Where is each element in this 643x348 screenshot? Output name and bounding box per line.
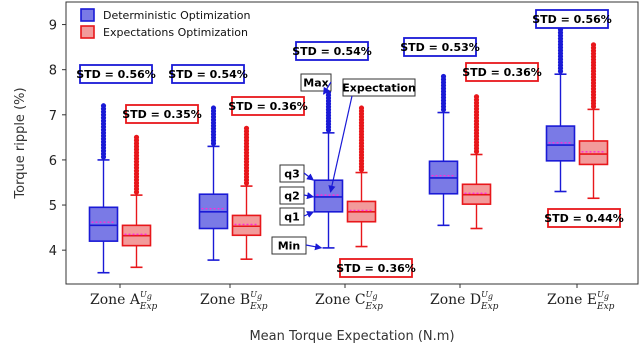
outlier-point (243, 125, 250, 131)
iqr-box (88, 206, 119, 242)
std-label-text: STD = 0.56% (76, 68, 156, 81)
box-expectations-3 (346, 105, 377, 248)
annotation-q2-text: q2 (284, 190, 300, 203)
box-deterministic-2 (198, 105, 229, 261)
box-annotations: Max Expectation q3 q2 q1 Min (271, 73, 416, 255)
box-deterministic-3 (313, 89, 344, 249)
annotation-expectation-box (342, 78, 416, 97)
annotation-min: Min (271, 236, 307, 255)
std-label-deterministic-3: STD = 0.54% (292, 41, 372, 61)
outlier-point (440, 73, 447, 80)
annotation-q2: q2 (279, 186, 305, 205)
outlier-point (100, 103, 107, 109)
legend-swatch (80, 8, 95, 22)
std-label-box (547, 208, 621, 228)
outlier-point (358, 105, 365, 111)
std-label-expectations-1: STD = 0.35% (122, 104, 202, 124)
annotation-expectation-text: Expectation (342, 82, 416, 95)
std-label-text: STD = 0.53% (400, 41, 480, 54)
annotation-max: Max (300, 73, 332, 92)
std-label-expectations-2: STD = 0.36% (228, 96, 308, 116)
annotation-q3-text: q3 (284, 168, 300, 181)
box-deterministic-1 (88, 103, 119, 274)
outlier-point (473, 94, 480, 100)
legend: Deterministic Optimization Expectations O… (80, 8, 250, 39)
outlier-point (133, 134, 140, 140)
std-label-box (295, 41, 369, 61)
annotation-expectation: Expectation (342, 78, 416, 97)
annotation-max-arrow (322, 81, 332, 95)
legend-label: Expectations Optimization (103, 26, 248, 39)
std-label-text: STD = 0.44% (544, 212, 624, 225)
annotation-q1-box (279, 207, 305, 226)
y-tick-label: 4 (49, 244, 57, 259)
box-expectations-4 (461, 94, 492, 230)
x-axis: Zone AUg Exp Zone BUg Exp Zone CUg Exp Zone DU… (90, 284, 615, 312)
y-axis: 4 5 6 7 8 9 (49, 19, 66, 259)
annotation-min-arrow (305, 243, 323, 251)
outlier-point (210, 105, 217, 111)
std-label-expectations-4: STD = 0.36% (462, 62, 542, 82)
y-tick-label: 6 (49, 154, 57, 169)
std-label-expectations-5: STD = 0.44% (544, 208, 624, 228)
std-labels: STD = 0.56% STD = 0.54% STD = 0.54% STD = 0… (76, 9, 624, 278)
std-label-expectations-3: STD = 0.36% (336, 258, 416, 278)
x-tick-label: Zone EUg Exp (547, 290, 615, 312)
std-label-deterministic-2: STD = 0.54% (168, 64, 248, 84)
x-tick-label: Zone AUg Exp (90, 290, 158, 312)
std-label-text: STD = 0.56% (532, 13, 612, 26)
x-tick-label: Zone DUg Exp (430, 290, 499, 312)
annotation-q1-text: q1 (284, 211, 300, 224)
y-axis-title: Torque ripple (%) (13, 87, 28, 199)
legend-item-deterministic: Deterministic Optimization (80, 8, 250, 22)
iqr-box (231, 214, 262, 237)
annotation-q3: q3 (279, 164, 305, 183)
legend-item-expectations: Expectations Optimization (80, 25, 248, 39)
std-label-text: STD = 0.35% (122, 108, 202, 121)
box-deterministic-4 (428, 73, 459, 227)
std-label-box (339, 258, 413, 278)
box-expectations-5 (578, 42, 609, 200)
std-label-box (171, 64, 245, 84)
annotation-q1-arrow (303, 211, 315, 218)
std-label-text: STD = 0.36% (336, 262, 416, 275)
std-label-deterministic-1: STD = 0.56% (76, 64, 156, 84)
std-label-text: STD = 0.36% (462, 66, 542, 79)
box-expectations-2 (231, 125, 262, 260)
annotation-expectation-arrow (328, 95, 353, 193)
std-label-box (465, 62, 539, 82)
std-label-text: STD = 0.54% (168, 68, 248, 81)
std-label-box (79, 64, 153, 84)
std-label-text: STD = 0.54% (292, 45, 372, 58)
annotation-max-text: Max (303, 77, 328, 90)
x-tick-label: Zone CUg Exp (315, 290, 383, 312)
box-expectations-1 (121, 134, 152, 269)
outlier-point (590, 42, 597, 48)
std-label-deterministic-5: STD = 0.56% (532, 9, 612, 29)
annotation-min-text: Min (278, 240, 301, 253)
x-tick-label: Zone BUg Exp (200, 290, 268, 312)
std-label-box (403, 37, 477, 57)
legend-label: Deterministic Optimization (103, 9, 250, 22)
annotation-q1: q1 (279, 207, 305, 226)
std-label-box (535, 9, 609, 29)
annotation-q2-arrow (303, 192, 315, 200)
std-label-deterministic-4: STD = 0.53% (400, 37, 480, 57)
iqr-box (313, 179, 344, 213)
x-axis-title: Mean Torque Expectation (N.m) (249, 329, 454, 344)
plot-area: 4 5 6 7 8 9 Zone AUg Exp Zone BUg Exp Zone CUg Exp… (49, 1, 639, 312)
legend-swatch (80, 25, 95, 39)
plot-frame (65, 1, 639, 285)
y-tick-label: 5 (49, 199, 57, 214)
std-label-text: STD = 0.36% (228, 100, 308, 113)
y-tick-label: 9 (49, 19, 57, 34)
box-deterministic-5 (545, 15, 576, 193)
std-label-box (231, 96, 305, 116)
y-tick-label: 7 (49, 109, 57, 124)
std-label-box (125, 104, 199, 124)
y-tick-label: 8 (49, 64, 57, 79)
iqr-box (578, 140, 609, 166)
annotation-q3-arrow (303, 172, 315, 181)
